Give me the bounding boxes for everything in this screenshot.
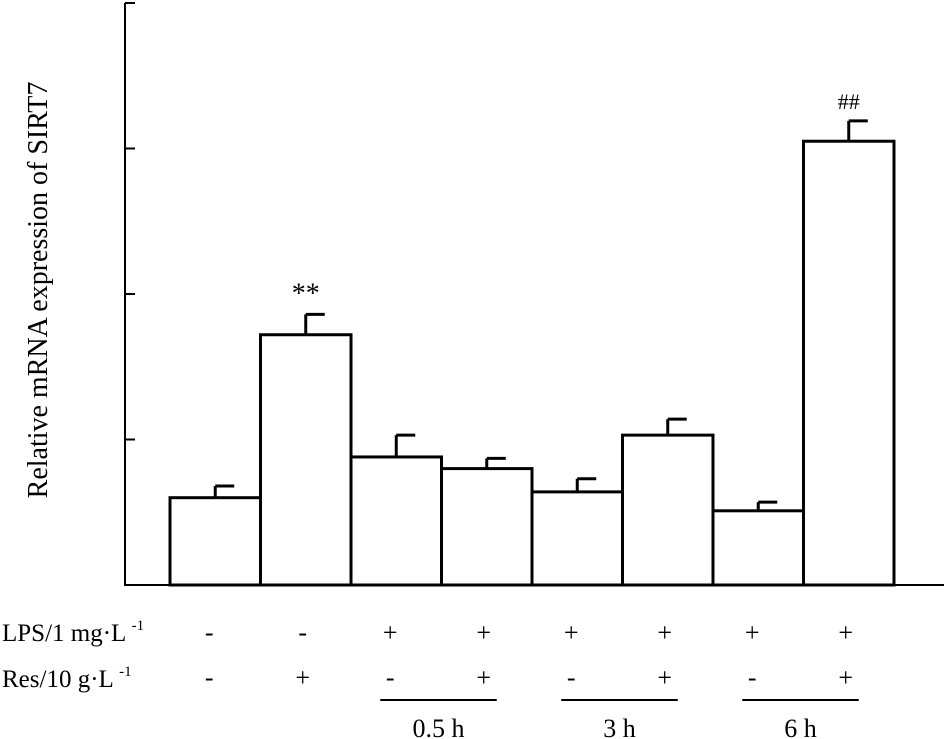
lps-sign-3: +: [383, 618, 398, 647]
y-axis-label: Relative mRNA expression of SIRT7: [23, 82, 54, 499]
lps-sign-5: +: [564, 618, 579, 647]
lps-row-label-text: LPS/1 mg·L: [2, 620, 125, 647]
res-sign-1: -: [205, 663, 214, 692]
res-sign-8: +: [838, 663, 853, 692]
time-group-label-3: 6 h: [784, 714, 817, 739]
lps-sign-1: -: [205, 618, 214, 647]
res-signs: - + - + - + - +: [205, 663, 853, 692]
y-axis: [124, 2, 135, 585]
res-row-label: Res/10 g·L -1: [2, 664, 132, 693]
bar-4: [440, 467, 534, 587]
significance-mark-2: **: [292, 278, 320, 309]
bar-5: [530, 490, 624, 587]
lps-sign-2: -: [298, 618, 307, 647]
res-sign-5: -: [567, 663, 576, 692]
res-sign-2: +: [295, 663, 310, 692]
bar-2: [259, 333, 353, 587]
lps-sign-8: +: [838, 618, 853, 647]
lps-sign-4: +: [476, 618, 491, 647]
lps-row-label-sup: -1: [132, 618, 145, 634]
bars: [168, 139, 896, 587]
y-ticks: [125, 2, 135, 441]
significance-marks: ** ##: [292, 89, 860, 310]
lps-row-label: LPS/1 mg·L -1: [2, 618, 144, 647]
lps-signs: - - + + + + + +: [205, 618, 853, 647]
res-sign-7: -: [748, 663, 757, 692]
lps-sign-6: +: [657, 618, 672, 647]
res-row-label-text: Res/10 g·L: [2, 666, 113, 693]
bar-7: [711, 509, 805, 587]
bar-3: [349, 455, 443, 587]
res-row-label-sup: -1: [119, 664, 132, 680]
time-group-label-1: 0.5 h: [413, 714, 465, 739]
bar-1: [168, 496, 262, 587]
res-sign-3: -: [386, 663, 395, 692]
significance-mark-8: ##: [838, 89, 860, 114]
time-group-label-2: 3 h: [603, 714, 636, 739]
bar-8: [802, 139, 896, 587]
time-groups: 0.5 h 3 h 6 h: [380, 699, 859, 739]
res-sign-4: +: [476, 663, 491, 692]
bar-6: [621, 433, 715, 587]
res-sign-6: +: [657, 663, 672, 692]
error-bars: [213, 119, 868, 511]
lps-sign-7: +: [745, 618, 760, 647]
